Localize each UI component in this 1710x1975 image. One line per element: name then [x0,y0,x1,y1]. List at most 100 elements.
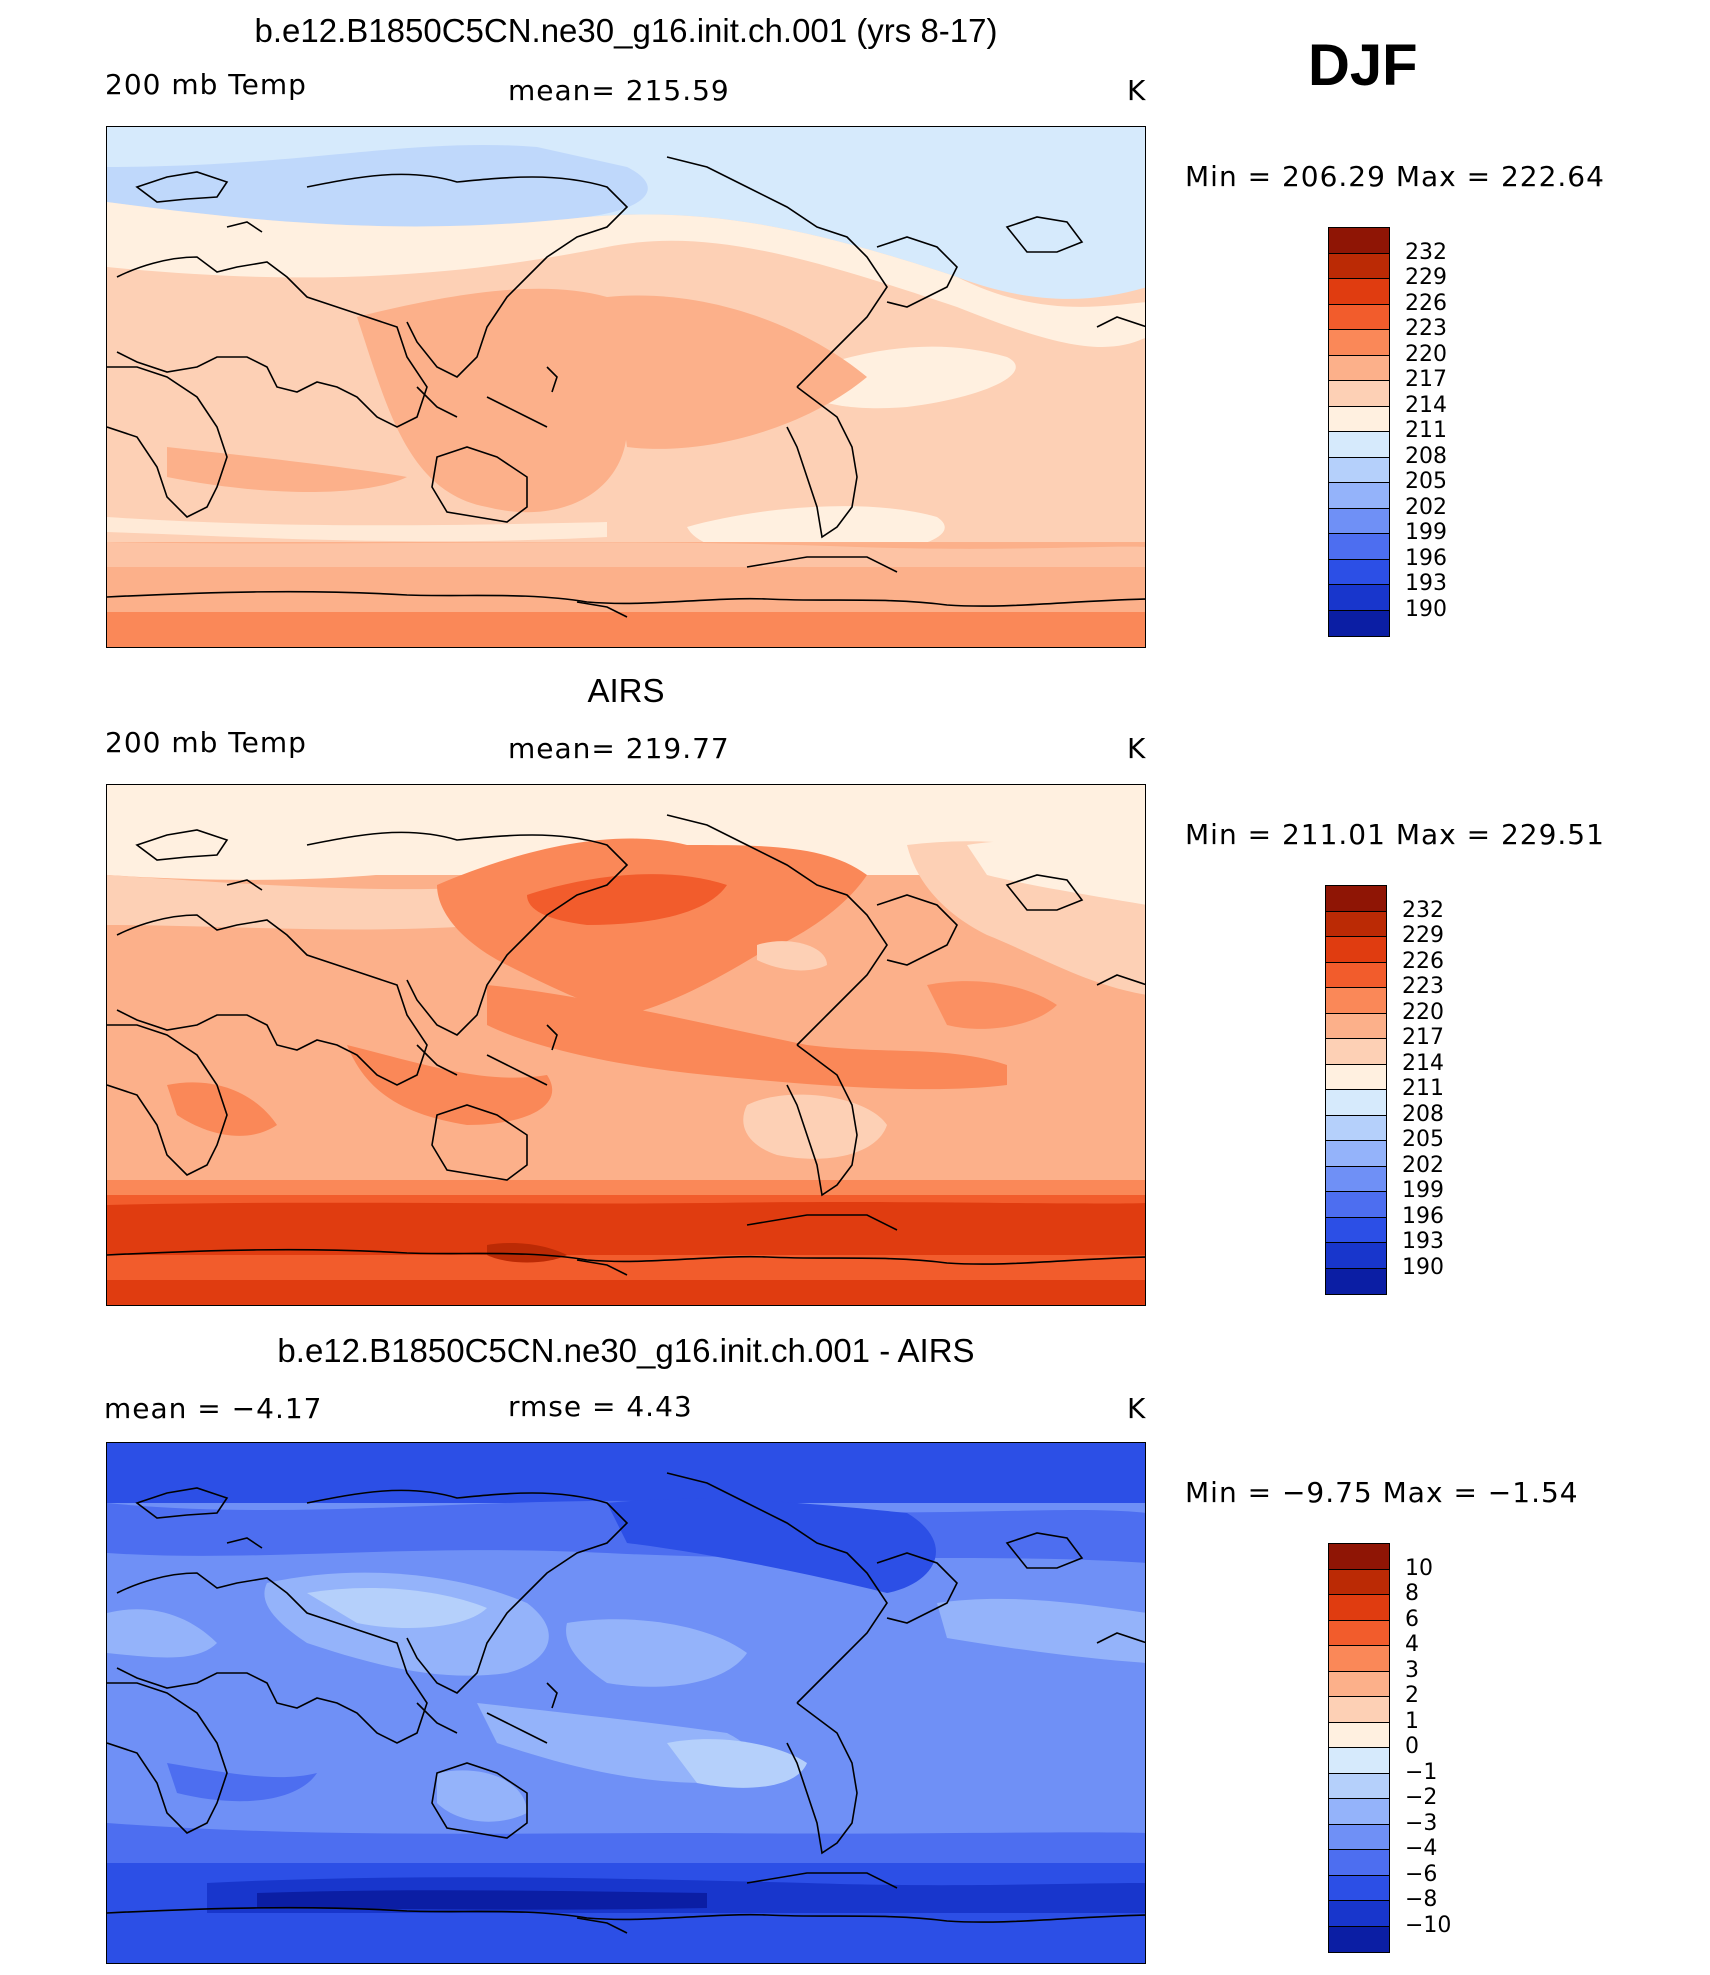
colorbar-tick-label: 10 [1405,1555,1433,1581]
colorbar-tick-label: 220 [1405,341,1447,367]
panel1-title: b.e12.B1850C5CN.ne30_g16.init.ch.001 (yr… [254,12,998,49]
colorbar-segment [1329,1901,1389,1927]
colorbar-segment [1326,1166,1386,1192]
colorbar-segment [1329,279,1389,305]
colorbar-segment [1329,432,1389,458]
panel2-units-label: K [1127,732,1147,765]
panel3-minmax: Min = −9.75 Max = −1.54 [1185,1476,1579,1509]
colorbar-tick-label: 190 [1405,596,1447,622]
colorbar-tick-label: 205 [1402,1127,1444,1152]
panel2-variable-label: 200 mb Temp [105,726,307,759]
panel1-minmax: Min = 206.29 Max = 222.64 [1185,160,1605,193]
colorbar-tick-label: −6 [1405,1861,1438,1887]
colorbar-segment [1329,1748,1389,1774]
colorbar-segment [1329,304,1389,330]
colorbar-tick-label: 1 [1405,1708,1419,1734]
colorbar-tick-label: 217 [1405,367,1447,392]
colorbar-segment [1329,1926,1389,1952]
colorbar-segment [1326,1268,1386,1294]
colorbar-tick-label: 229 [1405,265,1447,290]
colorbar-segment [1329,1544,1389,1570]
colorbar-tick-label: 202 [1405,494,1447,520]
colorbar-tick-label: 223 [1402,974,1444,999]
colorbar-tick-label: 214 [1402,1050,1444,1076]
panel1-variable-label: 200 mb Temp [105,68,307,101]
colorbar-segment [1329,330,1389,356]
panel3-title: b.e12.B1850C5CN.ne30_g16.init.ch.001 - A… [277,1332,975,1369]
colorbar-segment [1329,1595,1389,1621]
colorbar-segment [1329,1824,1389,1850]
colorbar-tick-label: 193 [1402,1229,1444,1254]
colorbar-segment [1326,1192,1386,1218]
panel3-mean-label: mean = −4.17 [104,1392,323,1425]
colorbar-segment [1326,1217,1386,1243]
colorbar-segment [1329,508,1389,534]
colorbar-segment [1326,911,1386,937]
colorbar-segment [1326,1090,1386,1116]
colorbar-segment [1326,962,1386,988]
colorbar-tick-label: 208 [1405,443,1447,469]
colorbar-tick-label: 217 [1402,1025,1444,1050]
panel2-minmax: Min = 211.01 Max = 229.51 [1185,818,1605,851]
colorbar-segment [1326,1013,1386,1039]
colorbar-tick-label: 196 [1405,545,1447,571]
colorbar-segment [1326,1115,1386,1141]
colorbar-tick-label: 226 [1402,948,1444,974]
colorbar-segment [1326,1064,1386,1090]
colorbar-tick-label: −8 [1405,1887,1438,1912]
colorbar-segment [1326,1243,1386,1269]
panel3-map [106,1442,1146,1964]
colorbar-segment [1329,1875,1389,1901]
colorbar-tick-label: −10 [1405,1912,1452,1938]
panel2-colorbar [1325,885,1387,1295]
colorbar-segment [1326,937,1386,963]
colorbar-segment [1329,1620,1389,1646]
colorbar-segment [1329,1773,1389,1799]
colorbar-segment [1326,886,1386,912]
colorbar-tick-label: 223 [1405,316,1447,341]
colorbar-tick-label: −1 [1405,1759,1438,1785]
colorbar-tick-label: 214 [1405,392,1447,418]
colorbar-tick-label: −4 [1405,1836,1438,1861]
colorbar-segment [1329,534,1389,560]
colorbar-segment [1326,1039,1386,1065]
panel1-units-label: K [1127,74,1147,107]
panel2-contour-field [107,785,1145,1305]
colorbar-tick-label: 202 [1402,1152,1444,1178]
colorbar-segment [1329,253,1389,279]
panel3-rmse-label: rmse = 4.43 [508,1390,693,1423]
colorbar-segment [1329,610,1389,636]
colorbar-tick-label: 196 [1402,1203,1444,1229]
colorbar-segment [1329,381,1389,407]
colorbar-tick-label: 211 [1402,1076,1444,1101]
colorbar-tick-label: −3 [1405,1810,1438,1836]
panel3-contour-field [107,1443,1145,1963]
colorbar-tick-label: 220 [1402,999,1444,1025]
colorbar-tick-label: 6 [1405,1606,1419,1632]
colorbar-segment [1329,1569,1389,1595]
colorbar-segment [1329,1671,1389,1697]
colorbar-tick-label: 199 [1405,520,1447,545]
colorbar-tick-label: 199 [1402,1178,1444,1203]
colorbar-segment [1329,355,1389,381]
colorbar-segment [1329,559,1389,585]
colorbar-tick-label: 190 [1402,1254,1444,1280]
panel2-map [106,784,1146,1306]
panel1-contour-field [107,127,1145,647]
colorbar-tick-label: 4 [1405,1632,1419,1657]
colorbar-tick-label: 193 [1405,571,1447,596]
colorbar-segment [1326,988,1386,1014]
panel2-title: AIRS [587,672,665,709]
colorbar-tick-label: 229 [1402,923,1444,948]
panel2-mean-label: mean= 219.77 [508,732,730,765]
panel3-units-label: K [1127,1392,1147,1425]
colorbar-segment [1329,483,1389,509]
colorbar-tick-label: 211 [1405,418,1447,443]
colorbar-tick-label: 8 [1405,1581,1419,1606]
colorbar-tick-label: 0 [1405,1734,1419,1759]
panel1-map [106,126,1146,648]
colorbar-segment [1329,585,1389,611]
colorbar-tick-label: 232 [1402,897,1444,923]
colorbar-tick-label: 232 [1405,239,1447,265]
colorbar-tick-label: 205 [1405,469,1447,494]
